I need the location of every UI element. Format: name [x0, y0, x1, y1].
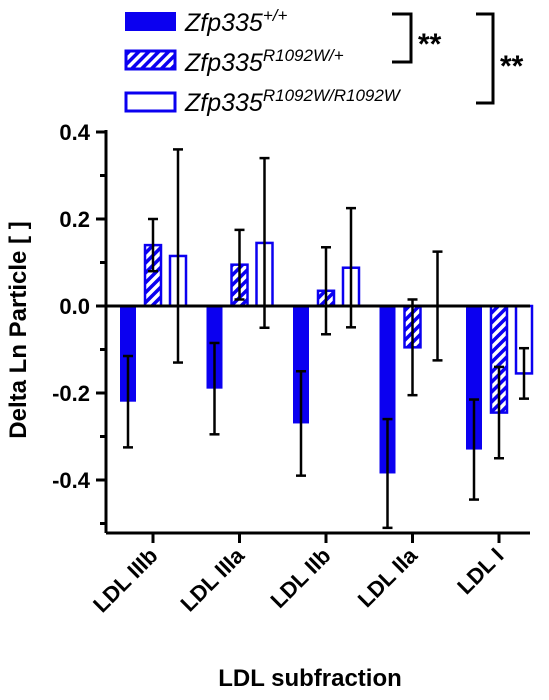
y-tick-label: -0.2	[52, 381, 90, 406]
legend-label-homozygous: Zfp335R1092W/R1092W	[184, 86, 402, 117]
bracket-wt-vs-het	[392, 12, 413, 64]
legend-swatch-wildtype	[125, 12, 176, 31]
y-tick-label: 0.0	[59, 294, 90, 319]
y-tick-label: 0.4	[59, 120, 90, 145]
x-tick-label: LDL I	[452, 543, 508, 599]
legend: Zfp335+/+ Zfp335R1092W/+ Zfp335R1092W/R1…	[124, 6, 402, 117]
significance-brackets	[392, 12, 495, 105]
legend-swatch-homozygous	[124, 91, 177, 113]
bar-wildtype-4	[466, 306, 482, 450]
y-axis: 0.4 0.2 0.0 -0.2 -0.4	[52, 120, 108, 533]
bar-wildtype-0	[120, 306, 136, 402]
bracket-wt-vs-hom	[476, 12, 495, 105]
x-tick-label: LDL IIIb	[88, 543, 162, 617]
x-axis: LDL IIIb LDL IIIa LDL IIb LDL IIa LDL I	[88, 304, 530, 617]
significance-label-2: **	[500, 50, 524, 83]
x-tick-label: LDL IIa	[353, 542, 423, 612]
legend-swatch-heterozygous	[124, 49, 177, 71]
x-tick-label: LDL IIb	[265, 543, 335, 613]
y-tick-label: -0.4	[52, 468, 91, 493]
y-axis-label: Delta Ln Particle [ ]	[5, 221, 32, 438]
bar-wildtype-3	[379, 306, 396, 474]
significance-label-1: **	[418, 28, 442, 61]
x-tick-label: LDL IIIa	[175, 542, 249, 616]
y-tick-label: 0.2	[59, 207, 90, 232]
x-axis-label: LDL subfraction	[218, 665, 402, 692]
legend-label-wildtype: Zfp335+/+	[184, 6, 287, 37]
bar-wildtype-2	[293, 306, 309, 424]
legend-label-heterozygous: Zfp335R1092W/+	[184, 46, 344, 77]
